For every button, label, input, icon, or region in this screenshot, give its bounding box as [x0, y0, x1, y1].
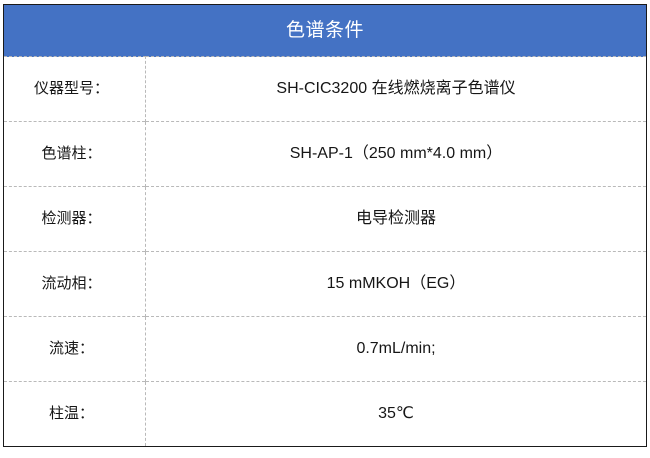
row-label: 色谱柱：: [41, 145, 102, 162]
page-title: 色谱条件: [286, 20, 365, 41]
row-label-cell: 流速：: [3, 316, 146, 382]
table-row: 色谱柱： SH-AP-1（250 mm*4.0 mm）: [3, 121, 647, 187]
row-label-cell: 仪器型号：: [3, 56, 146, 122]
row-value-cell: 35℃: [145, 381, 647, 447]
row-label: 仪器型号：: [33, 80, 109, 97]
row-value: 35℃: [378, 405, 414, 422]
row-label: 流速：: [48, 340, 94, 357]
row-label-cell: 柱温：: [3, 381, 146, 447]
table-row: 流动相： 15 mMKOH（EG）: [3, 251, 647, 317]
row-value: 0.7mL/min;: [356, 340, 436, 357]
table-row: 柱温： 35℃: [3, 381, 647, 447]
table-row: 检测器： 电导检测器: [3, 186, 647, 252]
table-row: 流速： 0.7mL/min;: [3, 316, 647, 382]
table-row: 仪器型号： SH-CIC3200 在线燃烧离子色谱仪: [3, 56, 647, 122]
row-label: 柱温：: [48, 405, 94, 422]
row-value-cell: SH-CIC3200 在线燃烧离子色谱仪: [145, 56, 647, 122]
row-value-cell: 电导检测器: [145, 186, 647, 252]
row-value: SH-CIC3200 在线燃烧离子色谱仪: [276, 80, 516, 97]
row-value: 15 mMKOH（EG）: [326, 275, 466, 292]
row-label-cell: 流动相：: [3, 251, 146, 317]
row-value: SH-AP-1（250 mm*4.0 mm）: [289, 145, 503, 162]
row-label: 流动相：: [41, 275, 102, 292]
chromatographic-conditions-table: 色谱条件 仪器型号： SH-CIC3200 在线燃烧离子色谱仪 色谱柱： SH-…: [3, 4, 648, 447]
table-header-row: 色谱条件: [3, 4, 647, 57]
row-label-cell: 色谱柱：: [3, 121, 146, 187]
row-label-cell: 检测器：: [3, 186, 146, 252]
row-value-cell: SH-AP-1（250 mm*4.0 mm）: [145, 121, 647, 187]
row-value: 电导检测器: [356, 210, 437, 227]
row-value-cell: 15 mMKOH（EG）: [145, 251, 647, 317]
row-label: 检测器：: [41, 210, 102, 227]
row-value-cell: 0.7mL/min;: [145, 316, 647, 382]
table-header-cell: 色谱条件: [3, 4, 647, 57]
